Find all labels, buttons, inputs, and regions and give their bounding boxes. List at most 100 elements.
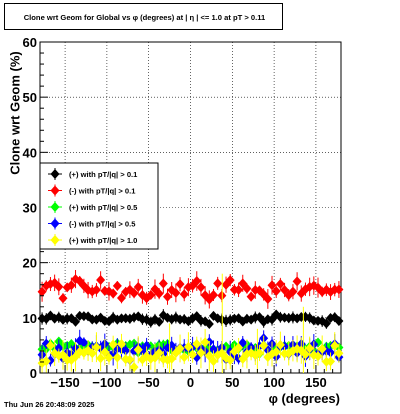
data-point: [330, 340, 340, 351]
data-point: [254, 347, 264, 358]
data-point: [234, 342, 244, 353]
data-point: [246, 291, 256, 302]
data-point: [100, 347, 110, 358]
data-layer: [37, 270, 344, 373]
data-point: [271, 286, 281, 297]
data-point: [142, 340, 152, 351]
data-point: [313, 351, 323, 362]
series-2: [37, 270, 344, 309]
data-point: [334, 348, 344, 359]
data-point: [179, 289, 189, 300]
data-point: [225, 355, 235, 366]
data-point: [208, 289, 218, 300]
data-point: [196, 282, 206, 293]
data-point: [79, 337, 89, 348]
data-point: [71, 316, 81, 327]
y-tick-label: 60: [23, 35, 37, 50]
data-point: [158, 278, 168, 289]
data-point: [317, 343, 327, 354]
title-box: Clone wrt Geom for Global vs φ (degrees)…: [4, 3, 283, 30]
data-point: [179, 352, 189, 363]
data-point: [225, 275, 235, 286]
x-tick-label: −50: [138, 375, 160, 390]
data-point: [267, 280, 277, 291]
data-point: [112, 280, 122, 291]
data-point: [196, 347, 206, 358]
legend-label: (+) with pT/|q| > 1.0: [69, 236, 137, 245]
y-tick-label: 20: [23, 256, 37, 271]
y-tick-label: 50: [23, 90, 37, 105]
data-point: [154, 316, 164, 327]
data-point: [45, 340, 55, 351]
data-point: [192, 338, 202, 349]
data-point: [171, 287, 181, 298]
data-point: [183, 341, 193, 352]
legend-marker: [50, 169, 60, 179]
data-point: [259, 340, 269, 351]
data-point: [117, 338, 127, 349]
data-point: [54, 281, 64, 292]
x-tick-label: 0: [187, 375, 194, 390]
data-point: [275, 278, 285, 289]
data-point: [121, 345, 131, 356]
x-tick-label: 100: [263, 375, 285, 390]
legend-label: (-) with pT/|q| > 0.5: [69, 220, 136, 229]
x-tick-label: 150: [305, 375, 327, 390]
data-point: [271, 346, 281, 357]
legend-marker: [50, 185, 60, 196]
x-axis-label: φ (degrees): [268, 391, 340, 406]
data-point: [242, 283, 252, 294]
data-point: [188, 349, 198, 360]
data-point: [96, 353, 106, 364]
data-point: [326, 347, 336, 358]
data-point: [66, 280, 76, 291]
data-point: [234, 284, 244, 295]
data-point: [125, 354, 135, 365]
data-point: [37, 286, 47, 297]
legend-label: (+) with pT/|q| > 0.1: [69, 170, 138, 179]
axes: −150 −100 −50 0 50 100 150 0 10 20 30 40 50 60: [23, 35, 342, 390]
legend: (+) with pT/|q| > 0.1 (-) with pT/|q| > 0…: [39, 162, 159, 250]
data-point: [133, 281, 143, 292]
data-point: [108, 339, 118, 350]
data-point: [321, 318, 331, 329]
data-point: [200, 337, 210, 348]
data-point: [192, 276, 202, 287]
data-point: [117, 292, 127, 303]
data-point: [154, 288, 164, 299]
data-point: [146, 289, 156, 300]
data-point: [163, 291, 173, 302]
data-point: [326, 356, 336, 367]
data-point: [104, 352, 114, 363]
data-point: [58, 293, 68, 304]
legend-box: [39, 162, 159, 250]
data-point: [213, 278, 223, 289]
x-tick-label: 50: [225, 375, 239, 390]
data-point: [204, 319, 214, 330]
data-point: [175, 279, 185, 290]
data-point: [334, 284, 344, 295]
data-point: [275, 339, 285, 350]
data-point: [133, 344, 143, 355]
data-point: [108, 288, 118, 299]
x-tick-label: −100: [92, 375, 121, 390]
data-point: [91, 284, 101, 295]
series-5: [37, 273, 344, 373]
data-point: [154, 348, 164, 359]
legend-label: (+) with pT/|q| > 0.5: [69, 203, 138, 212]
y-tick-label: 10: [23, 311, 37, 326]
series-1: [37, 309, 344, 330]
data-point: [208, 356, 218, 367]
legend-marker: [50, 202, 60, 212]
data-point: [129, 288, 139, 299]
data-point: [112, 352, 122, 363]
data-point: [334, 316, 344, 327]
data-point: [87, 348, 97, 359]
data-point: [91, 342, 101, 353]
data-point: [41, 356, 51, 367]
legend-marker: [50, 235, 60, 245]
y-tick-label: 40: [23, 145, 37, 160]
data-point: [305, 343, 315, 354]
x-tick-label: −150: [50, 375, 79, 390]
